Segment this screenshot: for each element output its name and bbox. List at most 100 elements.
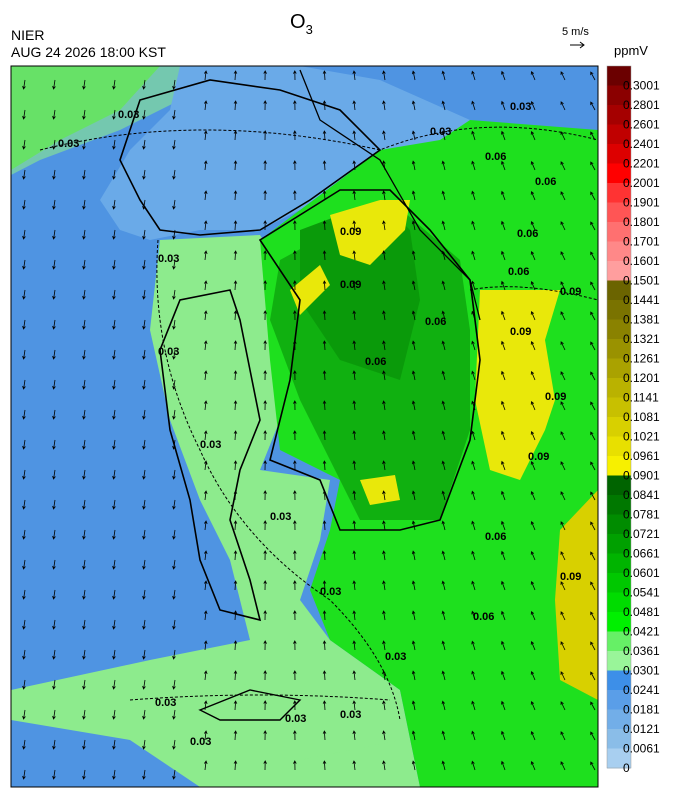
wind-arrow bbox=[82, 769, 86, 780]
wind-arrow bbox=[52, 619, 56, 630]
wind-arrow bbox=[322, 280, 327, 291]
wind-arrow bbox=[590, 761, 596, 771]
wind-arrow bbox=[322, 580, 327, 591]
wind-arrow bbox=[322, 520, 327, 531]
colorbar-label: 0.0841 bbox=[623, 488, 660, 502]
colorbar-cell bbox=[607, 163, 631, 184]
contour-label: 0.03 bbox=[270, 511, 291, 523]
wind-arrow bbox=[411, 250, 416, 261]
wind-arrow bbox=[471, 130, 476, 141]
wind-arrow bbox=[560, 221, 566, 231]
contour-label: 0.09 bbox=[510, 326, 531, 338]
wind-arrow bbox=[52, 739, 56, 750]
wind-arrow bbox=[352, 610, 357, 621]
wind-arrow bbox=[471, 160, 476, 171]
wind-arrow bbox=[263, 190, 267, 201]
contour-label: 0.03 bbox=[320, 586, 341, 598]
wind-arrow bbox=[142, 619, 146, 630]
wind-arrow bbox=[501, 340, 506, 351]
wind-arrow bbox=[263, 520, 267, 531]
wind-arrow bbox=[233, 130, 238, 141]
wind-arrow bbox=[411, 520, 416, 531]
contour-label: 0.09 bbox=[545, 391, 566, 403]
colorbar-cell bbox=[607, 261, 631, 281]
wind-arrow bbox=[22, 709, 26, 720]
wind-arrow bbox=[203, 370, 208, 381]
wind-arrow bbox=[530, 610, 536, 621]
colorbar-label: 0.0481 bbox=[623, 605, 660, 619]
wind-arrow bbox=[52, 709, 56, 720]
colorbar-label: 0.0661 bbox=[623, 547, 660, 561]
wind-arrow bbox=[501, 580, 506, 591]
wind-arrow bbox=[471, 430, 476, 441]
wind-arrow bbox=[52, 439, 56, 450]
wind-arrow bbox=[293, 340, 297, 351]
wind-arrow bbox=[52, 169, 56, 180]
wind-arrow bbox=[233, 460, 238, 471]
wind-arrow bbox=[352, 280, 357, 291]
colorbar-label: 0.1441 bbox=[623, 293, 660, 307]
wind-arrow bbox=[441, 190, 446, 201]
colorbar-unit: ppmV bbox=[614, 43, 648, 58]
wind-arrow bbox=[352, 220, 357, 231]
wind-arrow bbox=[411, 370, 416, 381]
wind-arrow bbox=[530, 640, 536, 651]
wind-arrow bbox=[530, 670, 536, 681]
contour-label: 0.06 bbox=[535, 176, 556, 188]
colorbar-label: 0.0361 bbox=[623, 644, 660, 658]
wind-arrow bbox=[382, 580, 386, 591]
wind-arrow bbox=[352, 310, 357, 321]
wind-arrow bbox=[382, 70, 386, 81]
wind-arrow bbox=[293, 520, 297, 531]
wind-arrow bbox=[112, 499, 116, 510]
wind-arrow bbox=[233, 550, 238, 561]
colorbar-cell bbox=[607, 573, 631, 593]
wind-arrow bbox=[382, 370, 386, 381]
wind-arrow bbox=[293, 370, 297, 381]
wind-arrow bbox=[530, 100, 536, 111]
wind-arrow bbox=[142, 589, 146, 600]
wind-arrow bbox=[293, 670, 297, 681]
contour-label: 0.06 bbox=[485, 151, 506, 163]
wind-arrow bbox=[471, 550, 476, 561]
wind-arrow bbox=[172, 319, 176, 330]
wind-arrow bbox=[441, 670, 446, 681]
wind-arrow bbox=[590, 401, 596, 411]
wind-arrow bbox=[142, 199, 146, 210]
wind-arrow bbox=[441, 310, 446, 321]
wind-arrow bbox=[112, 529, 116, 540]
wind-arrow bbox=[293, 550, 297, 561]
colorbar-label: 0.1321 bbox=[623, 332, 660, 346]
wind-arrow bbox=[172, 769, 176, 780]
wind-arrow bbox=[233, 580, 238, 591]
colorbar-label: 0.1381 bbox=[623, 313, 660, 327]
wind-arrow bbox=[172, 379, 176, 390]
wind-arrow bbox=[352, 550, 357, 561]
wind-arrow bbox=[352, 160, 357, 171]
wind-arrow bbox=[82, 319, 86, 330]
colorbar: 0.3001 0.2801 0.2601 0.2401 0.2201 0.2001 0.19… bbox=[606, 65, 660, 775]
colorbar-cell bbox=[607, 300, 631, 320]
wind-arrow bbox=[322, 700, 327, 711]
wind-arrow bbox=[590, 491, 596, 501]
coastline bbox=[258, 189, 481, 531]
wind-arrow bbox=[203, 760, 208, 771]
wind-arrow bbox=[112, 349, 116, 360]
wind-arrow bbox=[52, 529, 56, 540]
wind-arrow bbox=[322, 550, 327, 561]
wind-arrow bbox=[172, 559, 176, 570]
wind-arrow bbox=[172, 649, 176, 660]
contour-label: 0.03 bbox=[200, 439, 221, 451]
wind-arrow bbox=[471, 100, 476, 111]
wind-arrow bbox=[172, 229, 176, 240]
wind-arrow bbox=[233, 520, 238, 531]
wind-arrow bbox=[22, 649, 26, 660]
wind-arrow bbox=[382, 550, 386, 561]
wind-arrow bbox=[263, 250, 267, 261]
wind-arrow bbox=[530, 580, 536, 591]
wind-arrow bbox=[203, 700, 208, 711]
wind-arrow bbox=[112, 379, 116, 390]
wind-arrow bbox=[233, 670, 238, 681]
colorbar-cell bbox=[607, 436, 631, 457]
contour-labels: 0.03 0.03 0.03 0.03 0.06 0.06 0.06 0.06 0.09 0.09… bbox=[58, 101, 581, 748]
